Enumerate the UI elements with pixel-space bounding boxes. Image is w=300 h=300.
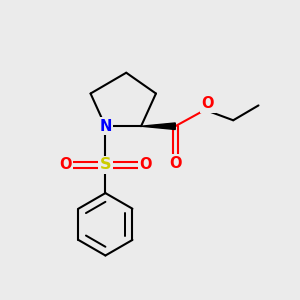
Polygon shape <box>141 123 175 130</box>
Text: O: O <box>169 156 182 171</box>
Text: O: O <box>202 96 214 111</box>
Text: S: S <box>100 158 111 172</box>
Text: N: N <box>99 119 112 134</box>
Text: O: O <box>59 158 71 172</box>
Text: O: O <box>139 158 152 172</box>
